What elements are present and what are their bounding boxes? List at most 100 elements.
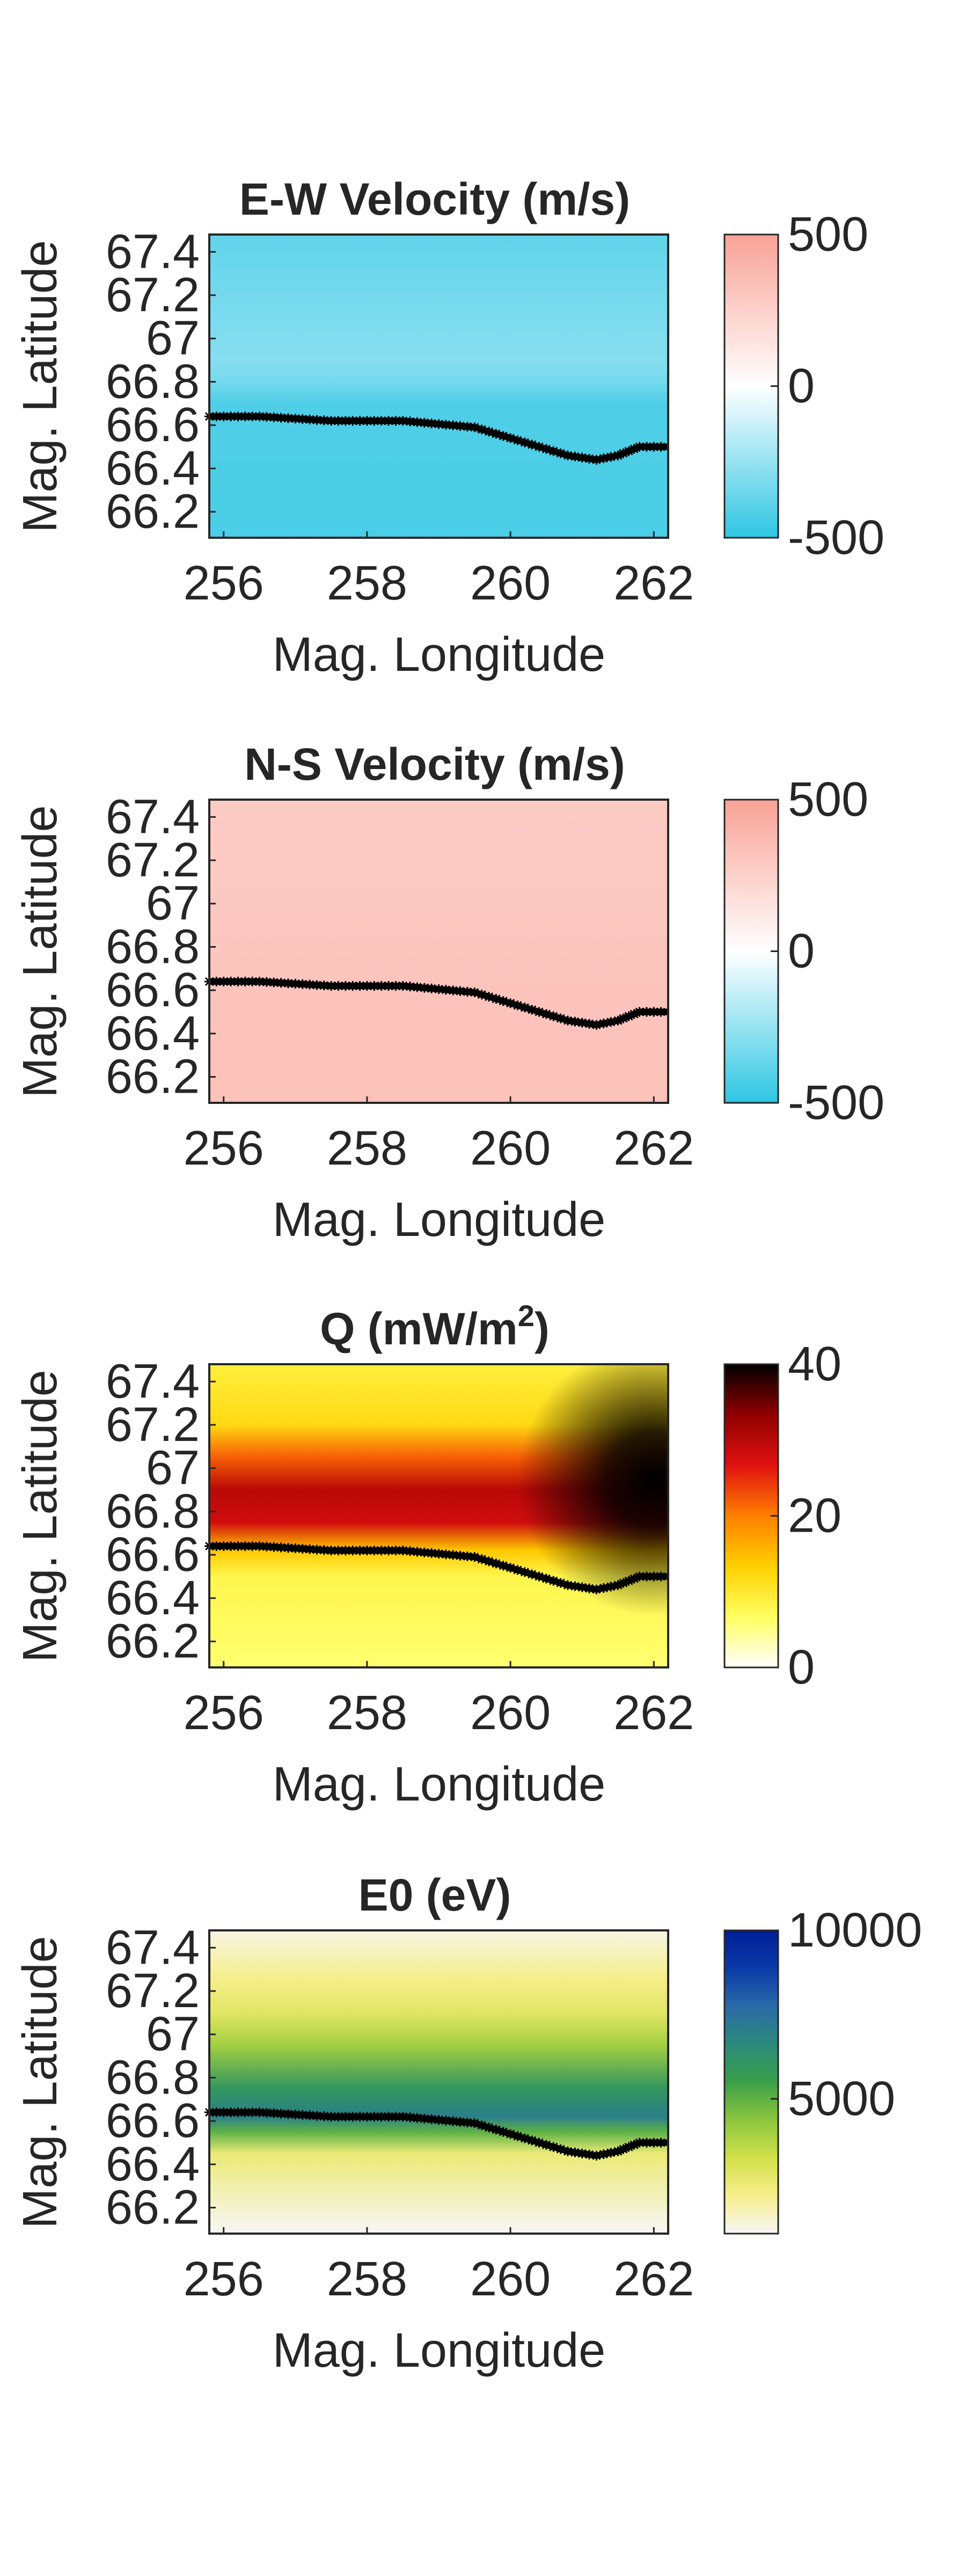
colorbar-tick-labels: 40 20 0: [771, 1337, 841, 1694]
boundary-marker: [484, 1556, 494, 1567]
boundary-marker: [641, 442, 652, 452]
boundary-marker: [340, 416, 350, 426]
boundary-marker: [441, 985, 451, 995]
boundary-marker: [462, 1551, 472, 1561]
boundary-marker: [369, 981, 379, 991]
boundary-marker: [226, 412, 236, 421]
colorbar: [723, 233, 779, 539]
boundary-marker: [290, 979, 301, 989]
boundary-marker: [448, 1550, 458, 1560]
boundary-marker: [484, 427, 494, 437]
boundary-marker: [240, 2107, 250, 2117]
colorbar-tick-labels: 500 0 -500: [771, 208, 884, 565]
boundary-marker: [477, 990, 487, 1000]
panel-ew-velocity: E-W Velocity (m/s) 66.266.466.666.86767.…: [13, 174, 884, 682]
boundary-marker: [613, 2146, 623, 2156]
boundary-marker: [427, 1548, 437, 1558]
boundary-marker: [261, 1541, 272, 1552]
panel-title: E0 (eV): [358, 1870, 511, 1920]
boundary-marker: [629, 444, 639, 454]
boundary-marker: [470, 1552, 480, 1562]
boundary-marker: [448, 985, 458, 996]
boundary-marker: [656, 2138, 666, 2148]
boundary-marker: [362, 2112, 372, 2122]
boundary-marker: [548, 1011, 559, 1021]
boundary-marker: [656, 442, 666, 452]
boundary-marker: [405, 1546, 415, 1556]
boundary-marker: [254, 412, 265, 421]
boundary-marker: [462, 2117, 472, 2127]
boundary-marker: [319, 980, 329, 991]
boundary-marker: [362, 1546, 372, 1556]
y-tick-label: 67.2: [106, 1398, 200, 1452]
boundary-marker: [254, 1541, 265, 1551]
colorbar-tick-label: 0: [788, 1641, 815, 1694]
boundary-marker: [434, 984, 444, 994]
boundary-marker: [484, 992, 494, 1002]
y-tick-label: 66.6: [106, 398, 200, 452]
boundary-marker: [534, 2138, 544, 2148]
boundary-marker: [211, 412, 222, 421]
y-tick-label: 67.4: [106, 225, 200, 279]
boundary-marker: [211, 977, 222, 986]
x-tick-label: 258: [327, 2252, 407, 2306]
x-tick-label: 260: [470, 1122, 551, 1175]
boundary-marker: [412, 417, 422, 427]
boundary-marker: [519, 1567, 530, 1577]
boundary-marker: [491, 2125, 501, 2135]
colorbar-tick-label: 5000: [788, 2072, 895, 2126]
boundary-marker: [527, 1569, 537, 1579]
panel-title: N-S Velocity (m/s): [244, 739, 625, 789]
boundary-marker: [562, 1580, 573, 1590]
boundary-marker: [548, 446, 559, 456]
boundary-marker: [297, 979, 308, 989]
boundary-marker: [641, 1007, 652, 1017]
plot-area: [209, 235, 668, 538]
boundary-marker: [527, 1005, 537, 1015]
boundary-marker: [319, 2111, 329, 2121]
boundary-marker: [498, 996, 508, 1006]
colorbar-tick-label: 0: [788, 925, 815, 978]
boundary-marker: [624, 446, 634, 456]
boundary-marker: [541, 1009, 551, 1019]
boundary-marker: [269, 1542, 279, 1552]
y-axis-label: Mag. Latitude: [13, 1370, 67, 1662]
boundary-marker: [383, 2112, 393, 2122]
boundary-marker: [498, 431, 508, 441]
boundary-marker: [269, 977, 279, 987]
boundary-marker: [240, 412, 250, 421]
boundary-marker: [441, 1549, 451, 1560]
boundary-marker: [506, 1563, 516, 1573]
boundary-marker: [211, 1541, 222, 1551]
x-tick-label: 260: [470, 557, 551, 610]
boundary-marker: [305, 1544, 315, 1554]
boundary-marker: [283, 2109, 293, 2119]
boundary-line: [204, 1541, 668, 1594]
boundary-marker: [383, 1546, 393, 1556]
boundary-marker: [398, 416, 408, 426]
x-axis-label: Mag. Longitude: [273, 1193, 605, 1247]
axes-frame: [208, 1929, 669, 2235]
boundary-marker: [491, 994, 501, 1004]
boundary-marker: [534, 442, 544, 452]
y-tick-label: 66.2: [106, 1615, 200, 1668]
boundary-marker: [305, 979, 315, 990]
boundary-marker: [577, 2148, 587, 2158]
y-tick-label: 66.2: [106, 1050, 200, 1104]
boundary-marker: [634, 1571, 645, 1582]
y-tick-label: 67: [146, 2008, 200, 2061]
boundary-marker: [541, 1574, 551, 1584]
y-tick-label: 66.8: [106, 355, 200, 408]
boundary-marker: [527, 2135, 537, 2146]
boundary-marker: [598, 1583, 609, 1593]
boundary-marker: [606, 1582, 616, 1592]
boundary-marker: [498, 1561, 508, 1571]
y-axis-label: Mag. Latitude: [13, 240, 67, 532]
boundary-marker: [376, 2112, 386, 2122]
boundary-marker: [598, 453, 609, 464]
boundary-marker: [276, 413, 286, 423]
boundary-marker: [297, 1543, 308, 1554]
boundary-marker: [441, 420, 451, 430]
boundary-marker: [491, 429, 501, 439]
